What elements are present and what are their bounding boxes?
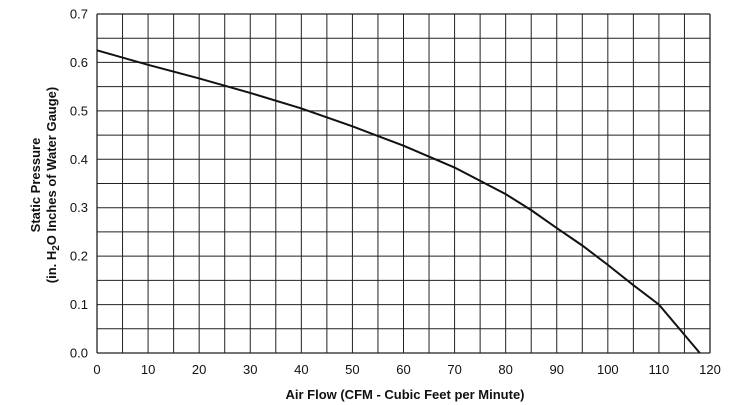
y-axis-label-part1: (in. H [44,251,59,284]
y-axis-label-line2: (in. H2O Inches of Water Gauge) [44,87,62,284]
y-axis-label-part3: O Inches of Water Gauge) [44,87,59,245]
x-tick-label: 70 [447,362,461,377]
grid [96,13,711,354]
y-tick-label: 0.0 [70,346,88,361]
x-axis-label: Air Flow (CFM - Cubic Feet per Minute) [285,387,524,402]
x-tick-label: 80 [498,362,512,377]
x-tick-label: 50 [345,362,359,377]
series-line [96,49,701,354]
y-axis-label-subscript: 2 [51,245,62,251]
y-tick-label: 0.3 [70,200,88,215]
x-tick-label: 100 [597,362,619,377]
y-tick-label: 0.7 [70,7,88,22]
y-tick-label: 0.2 [70,249,88,264]
y-axis-label-line1: Static Pressure [28,138,43,233]
x-tick-label: 120 [699,362,721,377]
y-tick-labels: 0.0 0.1 0.2 0.3 0.4 0.5 0.6 0.7 [70,7,88,361]
x-tick-label: 60 [396,362,410,377]
x-tick-label: 30 [243,362,257,377]
x-tick-labels: 0 10 20 30 40 50 60 70 80 90 100 110 120 [93,362,720,377]
y-tick-label: 0.1 [70,297,88,312]
x-tick-label: 20 [192,362,206,377]
x-tick-label: 40 [294,362,308,377]
x-tick-label: 0 [93,362,100,377]
x-tick-label: 90 [550,362,564,377]
y-tick-label: 0.6 [70,55,88,70]
x-tick-label: 110 [649,362,670,377]
x-tick-label: 10 [141,362,155,377]
y-tick-label: 0.4 [70,152,88,167]
y-tick-label: 0.5 [70,103,88,118]
